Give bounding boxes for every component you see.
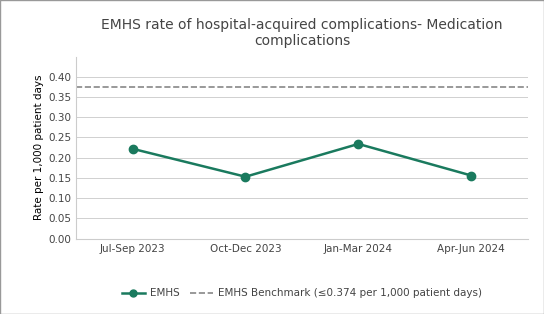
Title: EMHS rate of hospital-acquired complications- Medication
complications: EMHS rate of hospital-acquired complicat…: [101, 18, 503, 48]
Y-axis label: Rate per 1,000 patient days: Rate per 1,000 patient days: [34, 75, 44, 220]
Legend: EMHS, EMHS Benchmark (≤0.374 per 1,000 patient days): EMHS, EMHS Benchmark (≤0.374 per 1,000 p…: [118, 284, 486, 303]
